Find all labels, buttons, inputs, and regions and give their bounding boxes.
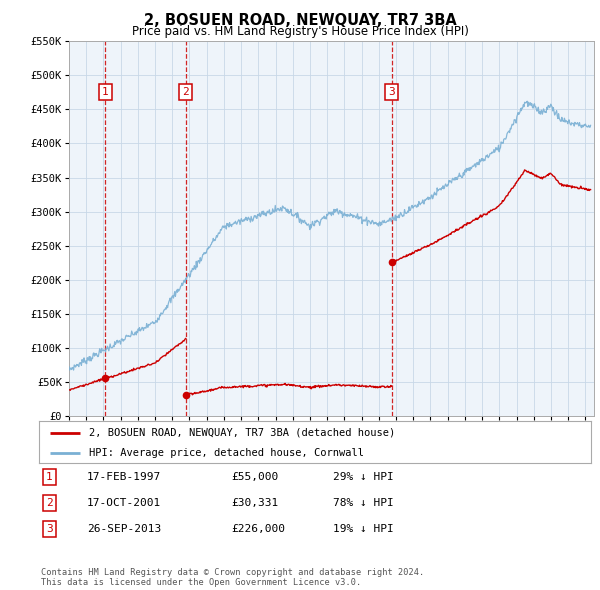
Text: £55,000: £55,000 [231, 472, 278, 481]
Text: Contains HM Land Registry data © Crown copyright and database right 2024.: Contains HM Land Registry data © Crown c… [41, 568, 424, 577]
Text: HPI: Average price, detached house, Cornwall: HPI: Average price, detached house, Corn… [89, 448, 364, 457]
Text: 17-OCT-2001: 17-OCT-2001 [87, 498, 161, 507]
Text: 29% ↓ HPI: 29% ↓ HPI [333, 472, 394, 481]
Text: 26-SEP-2013: 26-SEP-2013 [87, 524, 161, 533]
Text: £30,331: £30,331 [231, 498, 278, 507]
Text: This data is licensed under the Open Government Licence v3.0.: This data is licensed under the Open Gov… [41, 578, 361, 587]
Text: 3: 3 [388, 87, 395, 97]
Text: 19% ↓ HPI: 19% ↓ HPI [333, 524, 394, 533]
Text: 3: 3 [46, 524, 53, 533]
Text: 1: 1 [102, 87, 109, 97]
Text: 17-FEB-1997: 17-FEB-1997 [87, 472, 161, 481]
Text: £226,000: £226,000 [231, 524, 285, 533]
Text: 2, BOSUEN ROAD, NEWQUAY, TR7 3BA: 2, BOSUEN ROAD, NEWQUAY, TR7 3BA [143, 13, 457, 28]
Text: Price paid vs. HM Land Registry's House Price Index (HPI): Price paid vs. HM Land Registry's House … [131, 25, 469, 38]
Text: 2, BOSUEN ROAD, NEWQUAY, TR7 3BA (detached house): 2, BOSUEN ROAD, NEWQUAY, TR7 3BA (detach… [89, 428, 395, 438]
Text: 1: 1 [46, 472, 53, 481]
Text: 2: 2 [182, 87, 189, 97]
Text: 78% ↓ HPI: 78% ↓ HPI [333, 498, 394, 507]
Text: 2: 2 [46, 498, 53, 507]
